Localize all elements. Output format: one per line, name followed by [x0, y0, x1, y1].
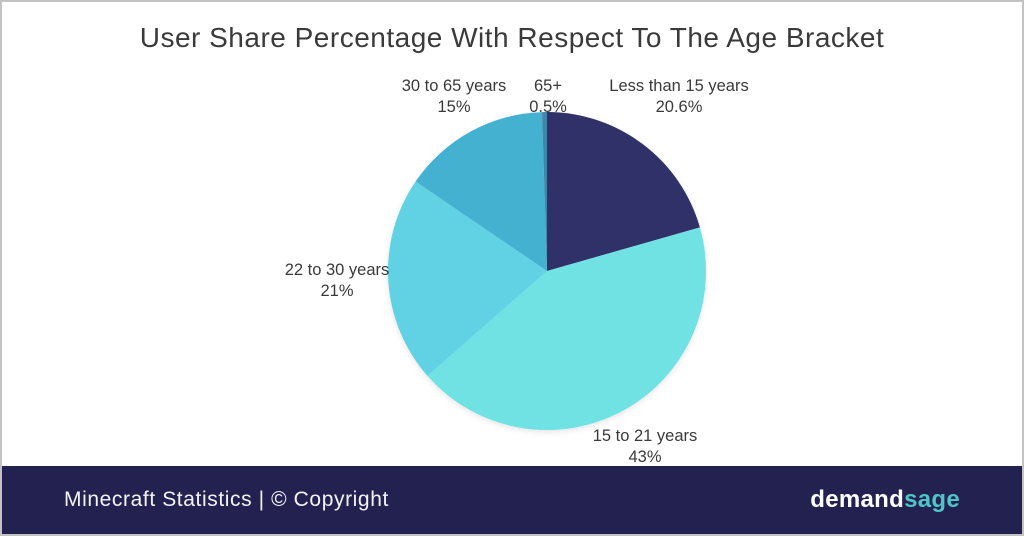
slice-label-value: 43%	[628, 448, 662, 466]
slice-label-text: 22 to 30 years	[284, 261, 390, 279]
slice-label-value: 15%	[437, 98, 471, 116]
pie-slice-1	[427, 227, 707, 431]
slice-label-text: 15 to 21 years	[592, 427, 698, 445]
demandsage-logo: demandsage	[810, 486, 960, 514]
slice-label-text: 65+	[533, 77, 562, 95]
pie-chart	[387, 112, 707, 431]
slice-label-30-to-65-years: 30 to 65 years 15%	[402, 76, 507, 118]
footer-copyright-text: Minecraft Statistics | © Copyright	[64, 488, 389, 511]
pie-slice-2	[387, 181, 547, 376]
pie-slice-4	[542, 112, 547, 271]
slice-label-less-than-15-years: Less than 15 years 20.6%	[609, 76, 748, 118]
pie-slice-3	[415, 112, 547, 271]
slice-label-value: 21%	[320, 282, 354, 300]
logo-text-sage: sage	[904, 486, 960, 513]
slice-label-22-to-30-years: 22 to 30 years 21%	[285, 260, 390, 302]
slice-label-15-to-21-years: 15 to 21 years 43%	[593, 426, 698, 468]
logo-text-demand: demand	[810, 486, 905, 513]
pie-slice-0	[547, 112, 700, 271]
chart-title: User Share Percentage With Respect To Th…	[139, 22, 885, 53]
slice-label-65-plus: 65+ 0.5%	[529, 76, 567, 118]
slice-label-text: Less than 15 years	[609, 77, 749, 95]
slice-label-value: 20.6%	[655, 98, 703, 116]
slice-label-text: 30 to 65 years	[401, 77, 507, 95]
footer-bar: Minecraft Statistics | © Copyright deman…	[2, 466, 1022, 534]
slice-label-value: 0.5%	[529, 98, 567, 116]
